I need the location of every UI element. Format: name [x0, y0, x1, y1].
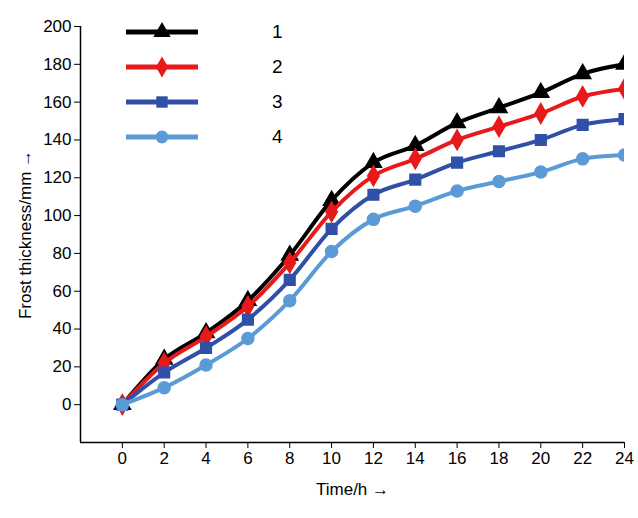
svg-text:12: 12 [364, 449, 383, 468]
svg-text:20: 20 [53, 357, 72, 376]
svg-text:Frost thickness/mm →: Frost thickness/mm → [16, 150, 35, 319]
svg-text:18: 18 [490, 449, 509, 468]
svg-text:6: 6 [243, 449, 252, 468]
svg-text:140: 140 [43, 130, 71, 149]
svg-text:200: 200 [43, 17, 71, 36]
svg-text:16: 16 [448, 449, 467, 468]
svg-text:120: 120 [43, 168, 71, 187]
html-text:2: 2 [272, 55, 283, 77]
svg-text:10: 10 [322, 449, 341, 468]
svg-text:20: 20 [531, 449, 550, 468]
svg-text:60: 60 [53, 282, 72, 301]
svg-text:8: 8 [285, 449, 294, 468]
svg-text:100: 100 [43, 206, 71, 225]
svg-text:2: 2 [159, 449, 168, 468]
html-text:1: 1 [272, 20, 283, 42]
svg-text:80: 80 [53, 244, 72, 263]
svg-text:24: 24 [615, 449, 634, 468]
svg-text:4: 4 [201, 449, 210, 468]
svg-text:22: 22 [573, 449, 592, 468]
svg-text:0: 0 [118, 449, 127, 468]
html-text:3: 3 [272, 90, 283, 112]
svg-text:0: 0 [62, 395, 71, 414]
svg-text:14: 14 [406, 449, 425, 468]
html-text:4: 4 [272, 125, 283, 147]
svg-text:160: 160 [43, 93, 71, 112]
svg-text:180: 180 [43, 55, 71, 74]
svg-text:Time/h →: Time/h → [316, 480, 389, 499]
svg-text:40: 40 [53, 319, 72, 338]
